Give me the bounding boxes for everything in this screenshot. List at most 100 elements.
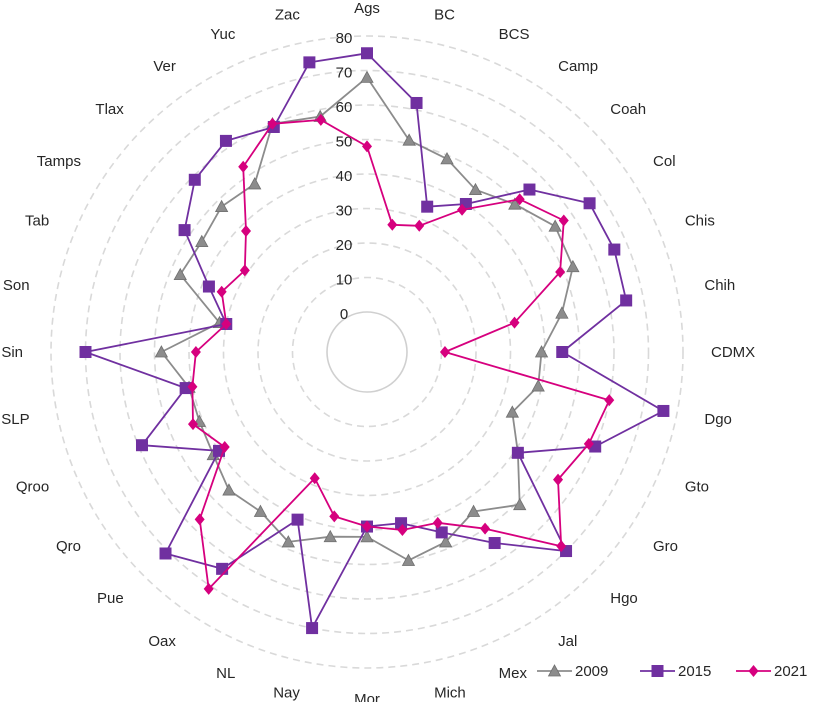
series-marker bbox=[362, 140, 372, 153]
series-marker bbox=[523, 183, 536, 196]
series-marker bbox=[511, 446, 524, 459]
series-marker bbox=[360, 70, 374, 83]
category-label: Mex bbox=[499, 665, 528, 682]
series-marker bbox=[410, 96, 423, 109]
series-marker bbox=[401, 553, 416, 566]
series-marker bbox=[531, 379, 545, 392]
grid-ring bbox=[222, 207, 512, 497]
series-marker bbox=[583, 197, 596, 210]
series-marker bbox=[309, 472, 320, 485]
grid-ring bbox=[257, 242, 477, 462]
category-label: Pue bbox=[97, 590, 124, 607]
category-label: Qro bbox=[56, 538, 81, 555]
series-marker bbox=[291, 513, 304, 526]
category-label: Tlax bbox=[95, 101, 124, 118]
series-marker bbox=[555, 266, 566, 279]
series-marker bbox=[509, 316, 520, 329]
radial-tick-label: 80 bbox=[336, 30, 353, 47]
series-marker bbox=[159, 547, 172, 560]
series-marker bbox=[360, 530, 374, 543]
series-marker bbox=[329, 510, 340, 523]
category-label: Oax bbox=[148, 633, 176, 650]
legend: 2009 2015 2021 bbox=[537, 663, 807, 680]
series-marker bbox=[79, 346, 92, 358]
series-marker bbox=[253, 504, 268, 517]
series-marker bbox=[583, 437, 594, 450]
series-marker bbox=[194, 513, 205, 526]
series-marker bbox=[281, 535, 295, 548]
tick-label-layer: 0 10 20 30 40 50 60 70 80 bbox=[336, 30, 353, 323]
series-marker bbox=[548, 219, 562, 232]
category-label: BCS bbox=[499, 26, 530, 43]
series-marker bbox=[216, 562, 229, 575]
series-marker bbox=[402, 133, 416, 146]
series-marker bbox=[219, 134, 232, 147]
series-marker bbox=[248, 177, 262, 190]
series-marker bbox=[547, 664, 562, 677]
series-marker bbox=[657, 404, 670, 417]
legend-label: 2009 bbox=[575, 663, 608, 680]
series-2015 bbox=[79, 47, 670, 635]
series-marker bbox=[361, 47, 373, 60]
series-marker bbox=[748, 665, 759, 677]
grid-ring bbox=[50, 35, 684, 669]
legend-item-2015: 2015 bbox=[640, 663, 711, 680]
series-marker bbox=[222, 483, 236, 496]
series-marker bbox=[154, 345, 169, 358]
series-marker bbox=[651, 665, 664, 677]
category-label-layer: Ags BC BCS Camp Coah Col Chis Chih CDMX Dgo Gto Gro… bbox=[1, 0, 755, 707]
series-marker bbox=[534, 345, 549, 358]
radial-tick-label: 20 bbox=[336, 237, 353, 254]
series-marker bbox=[178, 224, 191, 237]
category-label: Qroo bbox=[16, 479, 49, 496]
series-marker bbox=[203, 582, 214, 595]
series-marker bbox=[555, 306, 569, 319]
legend-item-2009: 2009 bbox=[537, 663, 608, 680]
radial-tick-label: 60 bbox=[336, 99, 353, 116]
series-marker bbox=[214, 199, 229, 213]
series-marker bbox=[190, 346, 201, 358]
series-marker bbox=[505, 405, 520, 418]
series-layer bbox=[79, 47, 670, 635]
radial-tick-label: 50 bbox=[336, 134, 353, 151]
series-marker bbox=[323, 529, 337, 543]
series-marker bbox=[488, 537, 501, 550]
radial-tick-label: 40 bbox=[336, 168, 353, 185]
legend-label: 2015 bbox=[678, 663, 711, 680]
series-marker bbox=[414, 219, 425, 232]
category-label: Ags bbox=[354, 0, 380, 17]
series-marker bbox=[187, 418, 198, 431]
series-marker bbox=[397, 523, 408, 536]
series-marker bbox=[221, 318, 232, 331]
category-label: Col bbox=[653, 153, 676, 170]
category-label: Jal bbox=[558, 633, 577, 650]
category-label: Son bbox=[3, 277, 30, 294]
series-marker bbox=[440, 152, 454, 165]
category-label: BC bbox=[434, 7, 455, 24]
series-marker bbox=[303, 56, 316, 69]
grid-ring bbox=[119, 104, 615, 600]
radial-tick-label: 0 bbox=[340, 306, 348, 323]
series-marker bbox=[188, 173, 201, 186]
category-label: Mich bbox=[434, 684, 466, 701]
series-marker bbox=[306, 622, 319, 635]
series-marker bbox=[315, 113, 326, 126]
series-marker bbox=[566, 259, 580, 273]
radial-tick-label: 10 bbox=[336, 272, 353, 289]
series-marker bbox=[421, 200, 434, 213]
category-label: Dgo bbox=[704, 411, 732, 428]
category-label: Coah bbox=[610, 101, 646, 118]
category-label: Sin bbox=[1, 344, 23, 361]
series-marker bbox=[362, 520, 372, 533]
series-marker bbox=[238, 160, 249, 173]
series-marker bbox=[513, 497, 527, 511]
series-marker bbox=[202, 280, 215, 293]
category-label: Mor bbox=[354, 691, 380, 702]
series-marker bbox=[195, 234, 209, 248]
series-marker bbox=[468, 182, 483, 196]
category-label: Zac bbox=[275, 7, 301, 24]
category-label: Camp bbox=[558, 58, 598, 75]
legend-label: 2021 bbox=[774, 663, 807, 680]
series-marker bbox=[556, 540, 567, 553]
